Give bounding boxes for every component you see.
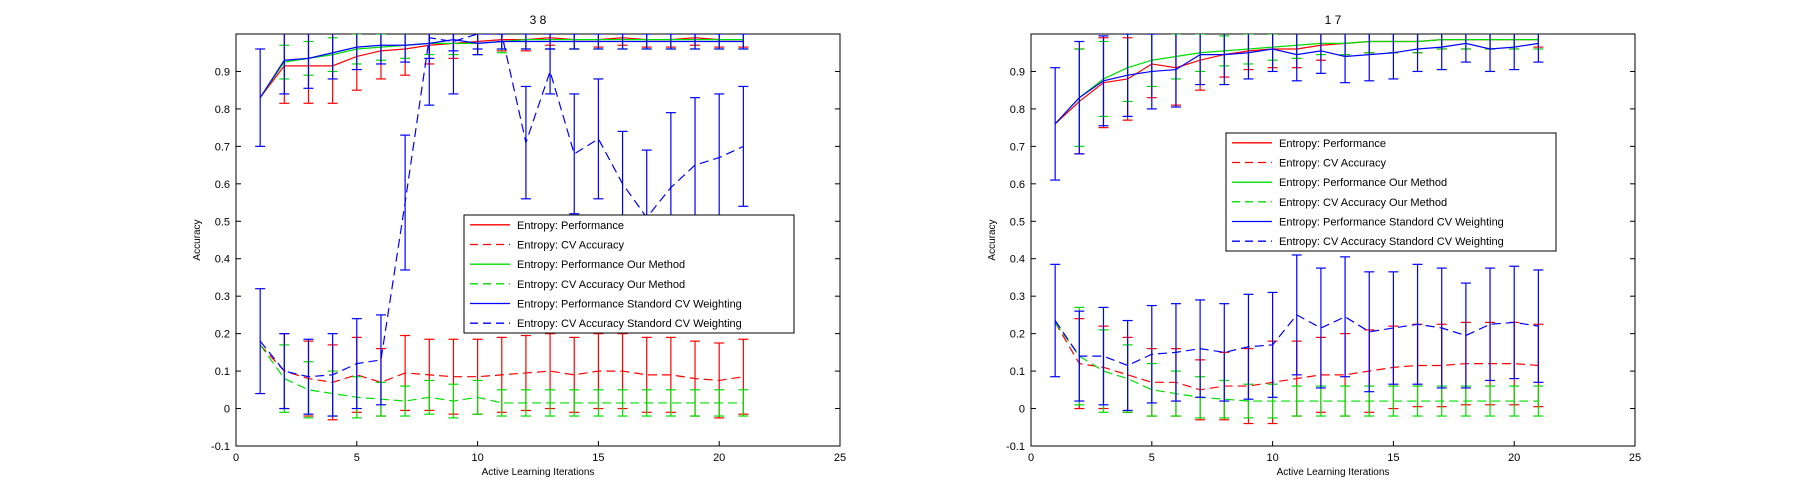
legend-label: Entropy: CV Accuracy Standord CV Weighti… xyxy=(1279,236,1504,248)
x-tick-label: 10 xyxy=(1266,452,1278,464)
series-5 xyxy=(1050,34,1544,181)
y-tick-label: 0.1 xyxy=(1010,366,1025,378)
x-tick-label: 15 xyxy=(1387,452,1399,464)
series-4 xyxy=(1054,306,1544,419)
chart-title: 3 8 xyxy=(530,13,547,27)
x-tick-label: 5 xyxy=(1149,452,1155,464)
legend-label: Entropy: Performance xyxy=(517,220,624,232)
x-tick-label: 25 xyxy=(834,452,846,464)
series-2 xyxy=(1054,318,1544,425)
x-tick-label: 25 xyxy=(1629,452,1641,464)
y-tick-label: 0 xyxy=(1019,404,1025,416)
series-2 xyxy=(259,333,749,421)
axes-frame xyxy=(1030,33,1636,447)
y-tick-label: 0.4 xyxy=(1010,254,1025,266)
y-tick-label: 0 xyxy=(224,404,230,416)
series-5 xyxy=(255,34,749,147)
series-4 xyxy=(259,344,749,419)
series-line xyxy=(259,34,744,378)
y-tick-label: 0.7 xyxy=(215,141,230,153)
legend-label: Entropy: Performance Our Method xyxy=(1279,177,1447,189)
chart-panel-2: 0 5 10 15 20 25-0.100.10.20.30.40.50.60.70.80… xyxy=(987,13,1641,478)
legend-label: Entropy: Performance Our Method xyxy=(517,259,685,271)
axes-frame xyxy=(235,33,841,447)
legend-label: Entropy: CV Accuracy Our Method xyxy=(1279,197,1447,209)
y-tick-label: 0.2 xyxy=(215,329,230,341)
y-tick-label: 0.8 xyxy=(1010,104,1025,116)
y-tick-label: 0.6 xyxy=(1010,179,1025,191)
y-tick-label: 0.9 xyxy=(215,66,230,78)
y-tick-label: 0.2 xyxy=(1010,329,1025,341)
x-tick-label: 5 xyxy=(354,452,360,464)
series-1 xyxy=(259,34,749,104)
x-axis-label: Active Learning Iterations xyxy=(1277,467,1390,478)
y-tick-label: 0.5 xyxy=(215,216,230,228)
y-tick-label: 0.6 xyxy=(215,179,230,191)
x-tick-label: 0 xyxy=(233,452,239,464)
y-tick-label: 0.4 xyxy=(215,254,230,266)
y-tick-label: 0.9 xyxy=(1010,66,1025,78)
legend-label: Entropy: Performance Standord CV Weighti… xyxy=(1279,217,1504,229)
y-axis-label: Accuracy xyxy=(192,219,203,260)
chart-panel-1: 0 5 10 15 20 25-0.100.10.20.30.40.50.60.70.80… xyxy=(192,13,846,478)
legend-box xyxy=(463,214,795,334)
legend-box xyxy=(1225,132,1557,252)
x-tick-label: 0 xyxy=(1028,452,1034,464)
plot-area xyxy=(1050,34,1544,425)
series-3 xyxy=(1054,34,1544,147)
legend: Entropy: Performance Entropy: CV Accuracy… xyxy=(1225,132,1557,252)
x-tick-label: 20 xyxy=(1508,452,1520,464)
y-tick-label: 0.8 xyxy=(215,104,230,116)
plot-area xyxy=(255,34,749,421)
x-tick-label: 20 xyxy=(713,452,725,464)
series-6 xyxy=(1050,254,1544,412)
legend-label: Entropy: CV Accuracy Our Method xyxy=(517,279,685,291)
legend-label: Entropy: CV Accuracy xyxy=(517,240,624,252)
y-tick-label: 0.7 xyxy=(1010,141,1025,153)
legend-label: Entropy: Performance xyxy=(1279,138,1386,150)
x-axis-label: Active Learning Iterations xyxy=(482,467,595,478)
chart-title: 1 7 xyxy=(1325,13,1342,27)
y-tick-label: 0.3 xyxy=(215,291,230,303)
y-axis-label: Accuracy xyxy=(987,219,998,260)
x-tick-label: 15 xyxy=(592,452,604,464)
x-tick-label: 10 xyxy=(471,452,483,464)
legend-label: Entropy: CV Accuracy Standord CV Weighti… xyxy=(517,318,742,330)
legend: Entropy: Performance Entropy: CV Accuracy… xyxy=(463,214,795,334)
y-tick-label: 0.3 xyxy=(1010,291,1025,303)
y-tick-label: 0.5 xyxy=(1010,216,1025,228)
y-tick-label: -0.1 xyxy=(1006,441,1025,453)
y-tick-label: -0.1 xyxy=(211,441,230,453)
y-tick-label: 0.1 xyxy=(215,366,230,378)
series-3 xyxy=(259,34,749,99)
legend-label: Entropy: CV Accuracy xyxy=(1279,158,1386,170)
legend-label: Entropy: Performance Standord CV Weighti… xyxy=(517,299,742,311)
series-line xyxy=(259,344,744,404)
